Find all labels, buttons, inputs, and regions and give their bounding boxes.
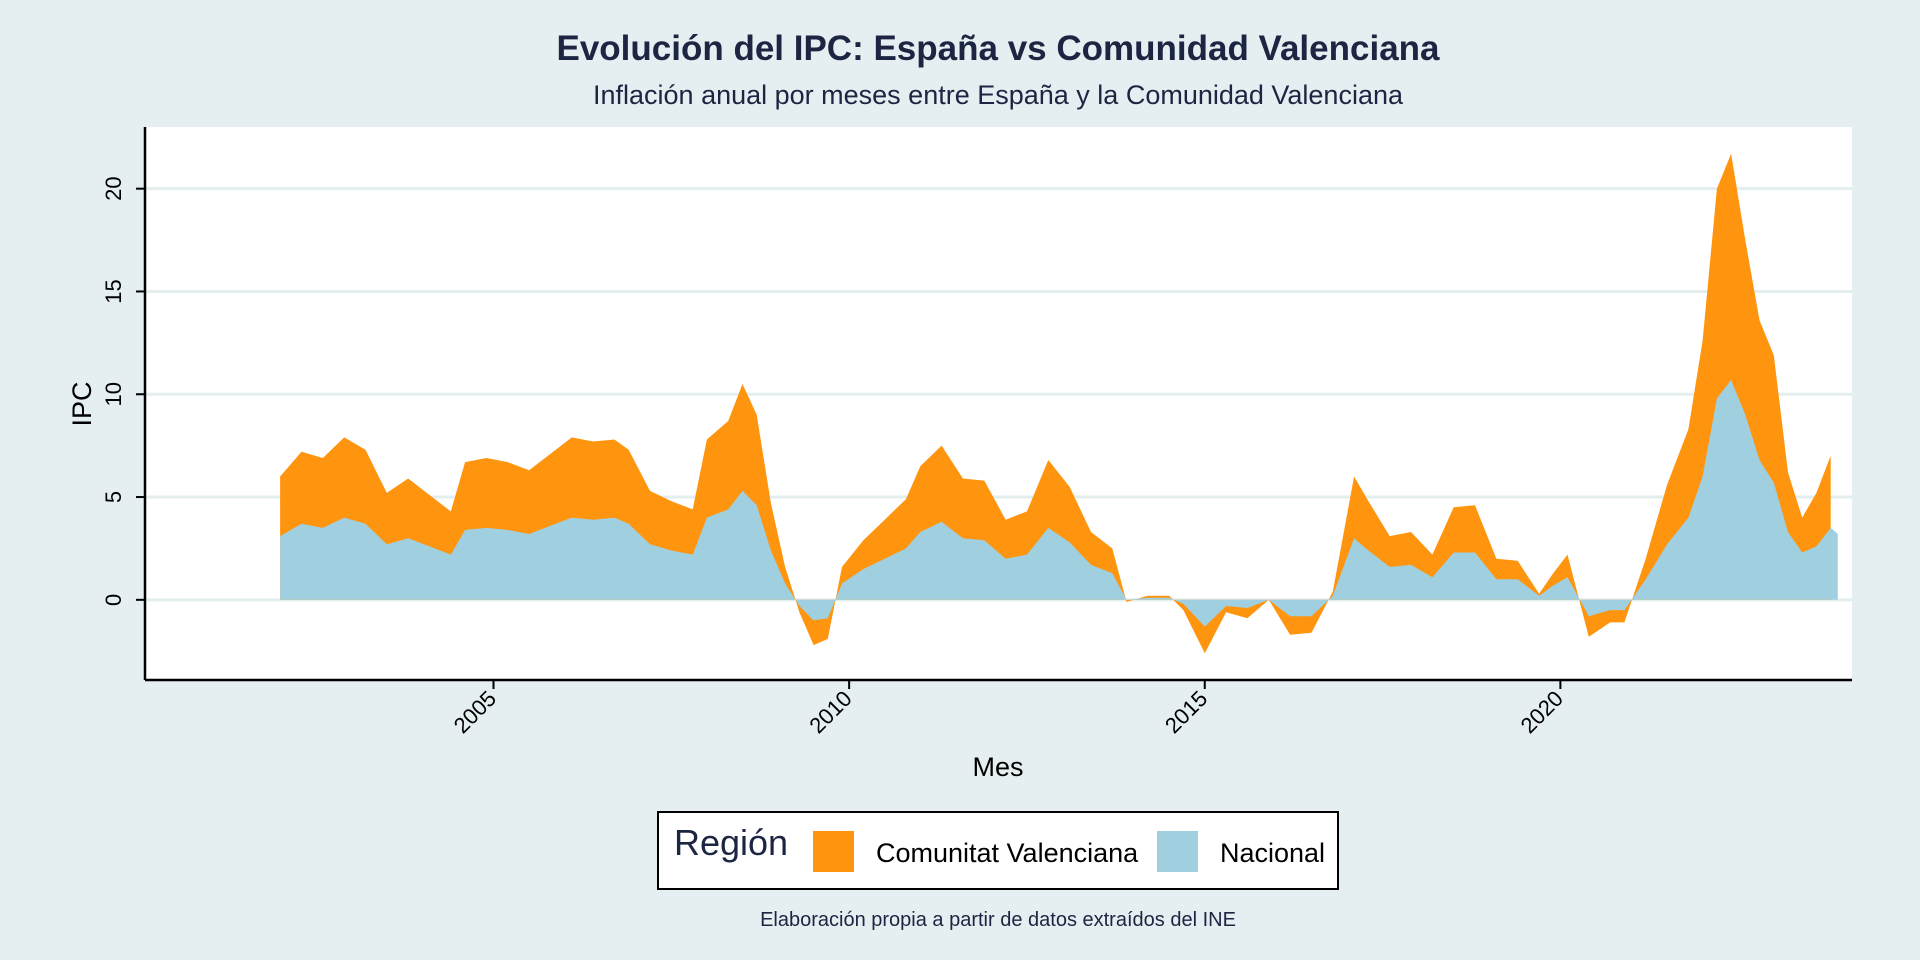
y-tick-label: 5 (101, 491, 126, 503)
legend-swatch-nacional (1157, 831, 1198, 872)
y-tick-label: 0 (101, 594, 126, 606)
y-axis-ticks: 0 5 10 15 20 (101, 176, 145, 606)
legend-label-nacional: Nacional (1220, 838, 1325, 868)
area-nacional (280, 379, 1838, 627)
y-axis-title: IPC (67, 381, 97, 426)
chart-subtitle: Inflación anual por meses entre España y… (593, 80, 1404, 110)
legend-label-comunitat-valenciana: Comunitat Valenciana (876, 838, 1139, 868)
legend-title: Región (674, 822, 788, 863)
x-tick-label: 2020 (1516, 686, 1568, 738)
legend-box (657, 811, 1339, 890)
caption: Elaboración propia a partir de datos ext… (760, 909, 1236, 931)
chart-title: Evolución del IPC: España vs Comunidad V… (556, 29, 1440, 68)
x-axis-ticks: 2005 2010 2015 2020 (449, 680, 1568, 738)
x-axis-title: Mes (972, 752, 1023, 782)
y-tick-label: 10 (101, 382, 126, 406)
y-tick-label: 15 (101, 279, 126, 303)
data-areas (280, 153, 1838, 654)
y-tick-label: 20 (101, 176, 126, 200)
x-tick-label: 2015 (1160, 686, 1212, 738)
area-comunitat-valenciana (280, 153, 1831, 654)
legend-swatch-comunitat-valenciana (813, 831, 854, 872)
x-tick-label: 2010 (804, 686, 856, 738)
x-tick-label: 2005 (449, 686, 501, 738)
legend: Región Comunitat Valenciana Nacional (657, 811, 1339, 890)
